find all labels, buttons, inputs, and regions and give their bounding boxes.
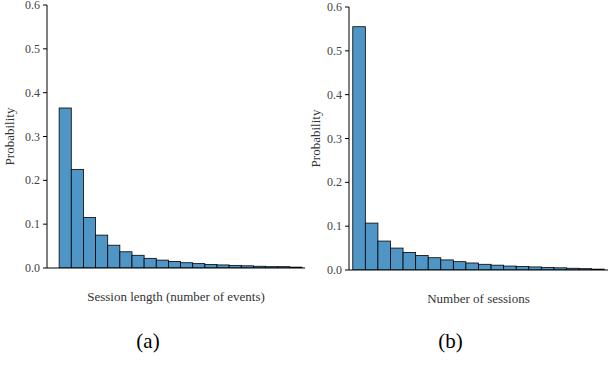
bars	[59, 108, 302, 268]
bar	[378, 241, 391, 270]
bar	[132, 255, 144, 268]
bar	[428, 258, 441, 270]
x-axis	[349, 270, 608, 271]
bar	[353, 27, 366, 270]
bar	[403, 252, 416, 270]
y-tick	[345, 50, 349, 51]
bar	[441, 260, 454, 270]
bar	[479, 264, 492, 270]
bar	[193, 264, 205, 268]
y-tick-label: 0.4	[25, 86, 40, 100]
bar	[390, 248, 403, 270]
panel: 0.0 0.1 0.2 0.3 0.4 0.5 0.6 Number of sessions P…	[308, 0, 608, 353]
y-tick-label: 0.5	[327, 44, 342, 58]
y-tick-label: 0.0	[327, 263, 342, 277]
y-axis-label: Probability	[2, 107, 17, 165]
y-tick	[345, 270, 349, 271]
bar	[491, 265, 504, 270]
y-tick-label: 0.4	[327, 88, 342, 102]
panel: 0.0 0.1 0.2 0.3 0.4 0.5 0.6 Session length (num…	[2, 0, 305, 353]
y-tick-label: 0.0	[25, 261, 40, 275]
bar	[168, 261, 180, 268]
bars	[353, 27, 604, 270]
y-tick	[345, 138, 349, 139]
bar	[71, 169, 83, 268]
y-tick	[43, 224, 47, 225]
bar	[365, 223, 378, 270]
bar	[205, 264, 217, 268]
bar	[96, 235, 108, 268]
figure: 0.0 0.1 0.2 0.3 0.4 0.5 0.6 Session length (num…	[0, 0, 612, 386]
bar	[453, 262, 466, 270]
bar	[504, 266, 517, 270]
y-tick	[43, 48, 47, 49]
y-tick	[43, 136, 47, 137]
y-tick-label: 0.3	[25, 130, 40, 144]
y-tick-label: 0.3	[327, 132, 342, 146]
y-tick	[43, 92, 47, 93]
y-tick-label: 0.5	[25, 42, 40, 56]
y-tick-label: 0.2	[327, 175, 342, 189]
bar	[466, 263, 479, 270]
bar	[144, 258, 156, 268]
y-tick	[43, 5, 47, 6]
bar	[120, 252, 132, 268]
x-axis	[47, 268, 305, 269]
bar	[83, 218, 95, 268]
bar	[416, 256, 429, 270]
y-tick-label: 0.6	[25, 0, 40, 12]
x-axis-label: Number of sessions	[427, 291, 530, 306]
bar	[108, 245, 120, 268]
y-tick	[345, 7, 349, 8]
bar	[59, 108, 71, 268]
x-axis-label: Session length (number of events)	[87, 289, 265, 304]
bar	[181, 263, 193, 268]
bar	[156, 260, 168, 268]
y-tick-label: 0.2	[25, 173, 40, 187]
y-tick	[345, 226, 349, 227]
y-tick	[345, 182, 349, 183]
y-tick	[43, 268, 47, 269]
caption: (a)	[136, 329, 159, 353]
y-tick	[43, 180, 47, 181]
y-tick-label: 0.1	[25, 217, 40, 231]
y-tick-label: 0.1	[327, 219, 342, 233]
y-tick-label: 0.6	[327, 0, 342, 14]
y-axis-label: Probability	[308, 109, 323, 167]
caption: (b)	[438, 329, 463, 353]
bar	[516, 266, 529, 270]
y-tick	[345, 94, 349, 95]
